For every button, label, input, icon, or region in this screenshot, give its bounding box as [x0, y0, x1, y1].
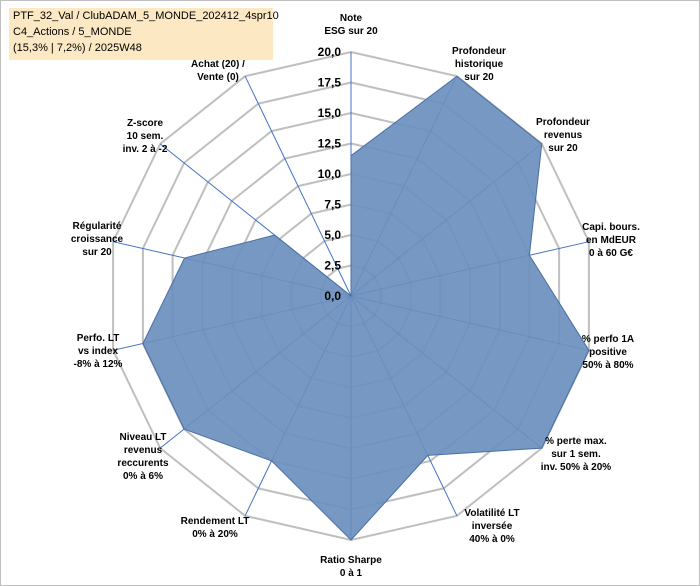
tick-label: 2,5 — [324, 259, 341, 273]
axis-label-line: Profondeur — [536, 117, 590, 128]
axis-label-0: Note ESG sur 20 — [324, 13, 378, 37]
axis-label-10: Perfo. LT vs index -8% à 12% — [74, 333, 123, 370]
axis-label-3: Capi. bours. en MdEUR 0 à 60 G€ — [582, 222, 640, 259]
portfolio-title: PTF_32_Val / ClubADAM_5_MONDE_202412_4sp… — [13, 10, 279, 22]
axis-label-line: revenus — [544, 130, 583, 141]
axis-label-line: Régularité — [73, 221, 122, 232]
axis-label-line: 0% à 6% — [123, 471, 163, 482]
radar-series-area — [142, 75, 590, 541]
portfolio-stats: (15,3% | 7,2%) / 2025W48 — [13, 42, 142, 54]
axis-label-line: en MdEUR — [586, 235, 637, 246]
axis-label-line: sur 20 — [464, 72, 494, 83]
axis-label-line: sur 1 sem. — [551, 449, 601, 460]
axis-label-6: Volatilité LT inversée 40% à 0% — [464, 508, 519, 545]
axis-label-line: croissance — [71, 234, 124, 245]
axis-label-line: % perte max. — [545, 436, 607, 447]
tick-label: 7,5 — [324, 198, 341, 212]
axis-label-line: positive — [589, 347, 627, 358]
axis-label-line: Capi. bours. — [582, 222, 640, 233]
tick-label: 0,0 — [324, 289, 341, 303]
axis-label-line: inversée — [472, 521, 513, 532]
axis-label-line: Z-score — [127, 118, 164, 129]
tick-label: 15,0 — [318, 106, 342, 120]
axis-label-12: Z-score 10 sem. inv. 2 à -2 — [123, 118, 168, 155]
tick-label: 12,5 — [318, 137, 342, 151]
axis-label-line: Profondeur — [452, 46, 506, 57]
axis-label-9: Niveau LT revenus reccurents 0% à 6% — [117, 432, 169, 482]
axis-label-line: Volatilité LT — [464, 508, 519, 519]
axis-label-8: Rendement LT 0% à 20% — [181, 516, 250, 540]
axis-label-line: Rendement LT — [181, 516, 250, 527]
axis-label-line: 40% à 0% — [469, 534, 515, 545]
axis-label-line: -8% à 12% — [74, 359, 123, 370]
axis-label-line: 0 à 1 — [340, 568, 363, 579]
axis-label-line: vs index — [78, 346, 118, 357]
axis-label-line: revenus — [124, 445, 163, 456]
axis-label-line: Note — [340, 13, 363, 24]
axis-label-line: inv. 50% à 20% — [541, 462, 612, 473]
axis-label-1: Profondeur historique sur 20 — [452, 46, 506, 83]
axis-label-line: Achat (20) / — [191, 59, 245, 70]
tick-label: 20,0 — [318, 45, 342, 59]
axis-label-line: sur 20 — [82, 247, 112, 258]
axis-label-2: Profondeur revenus sur 20 — [536, 117, 590, 154]
axis-label-line: % perfo 1A — [582, 334, 634, 345]
axis-label-line: Perfo. LT — [77, 333, 120, 344]
axis-label-line: sur 20 — [548, 143, 578, 154]
axis-label-line: 10 sem. — [127, 131, 164, 142]
axis-label-line: Niveau LT — [119, 432, 166, 443]
axis-label-line: Vente (0) — [197, 72, 239, 83]
axis-label-line: 0 à 60 G€ — [589, 248, 633, 259]
axis-label-11: Régularité croissance sur 20 — [71, 221, 124, 258]
axis-label-line: 0% à 20% — [192, 529, 238, 540]
axis-label-4: % perfo 1A positive 50% à 80% — [582, 334, 634, 371]
axis-spoke — [244, 75, 352, 297]
axis-label-5: % perte max. sur 1 sem. inv. 50% à 20% — [541, 436, 612, 473]
portfolio-info-box: PTF_32_Val / ClubADAM_5_MONDE_202412_4sp… — [9, 8, 279, 60]
tick-label: 17,5 — [318, 76, 342, 90]
axis-label-line: 50% à 80% — [582, 360, 633, 371]
axis-label-line: reccurents — [117, 458, 169, 469]
tick-label: 10,0 — [318, 167, 342, 181]
axis-label-line: ESG sur 20 — [324, 26, 378, 37]
tick-label: 5,0 — [324, 228, 341, 242]
portfolio-category: C4_Actions / 5_MONDE — [13, 26, 132, 38]
axis-label-line: Ratio Sharpe — [320, 555, 382, 566]
axis-label-line: historique — [455, 59, 504, 70]
axis-label-line: inv. 2 à -2 — [123, 144, 168, 155]
radar-tick-labels: 0,0 2,5 5,0 7,5 10,0 12,5 15,0 17,5 20,0 — [318, 45, 342, 303]
axis-label-7: Ratio Sharpe 0 à 1 — [320, 555, 382, 579]
series-area — [142, 75, 590, 541]
